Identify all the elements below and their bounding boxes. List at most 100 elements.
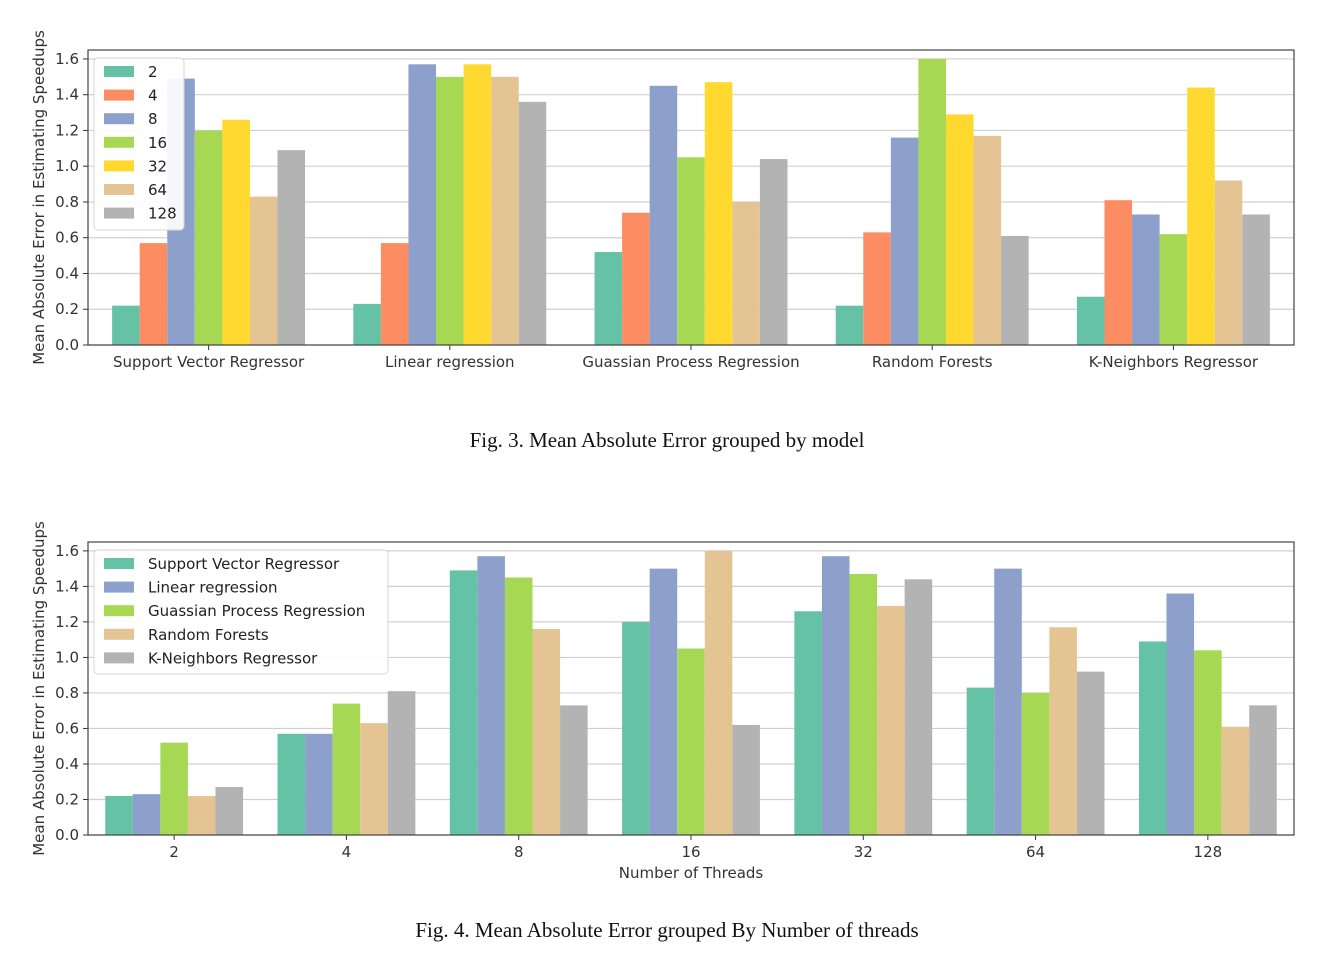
bar-support-vector-regressor-6	[1138, 641, 1167, 835]
x-axis-label: Number of Threads	[619, 864, 764, 882]
bar-128-4	[1242, 214, 1270, 345]
y-tick-label: 1.4	[55, 86, 79, 104]
legend-swatch	[104, 581, 134, 593]
x-tick-label: K-Neighbors Regressor	[1089, 353, 1259, 371]
bar-k-neighbors-regressor-4	[904, 579, 933, 835]
bar-support-vector-regressor-5	[966, 687, 995, 835]
bar-128-3	[1001, 235, 1029, 345]
y-tick-label: 0.0	[55, 336, 79, 354]
y-tick-label: 0.4	[55, 755, 79, 773]
legend-swatch	[104, 89, 134, 101]
legend-label: Random Forests	[148, 626, 269, 644]
bar-8-3	[890, 137, 919, 345]
bar-32-3	[945, 114, 974, 345]
bar-guassian-process-regression-4	[849, 573, 878, 835]
y-tick-label: 1.2	[55, 613, 79, 631]
y-tick-label: 1.2	[55, 121, 79, 139]
y-axis-label: Mean Absolute Error in Estimating Speedu…	[30, 521, 48, 856]
bar-128-2	[759, 159, 788, 345]
legend-label: 8	[148, 110, 158, 128]
bar-4-1	[380, 243, 409, 345]
legend-label: 128	[148, 205, 177, 223]
bar-64-1	[491, 76, 519, 346]
x-tick-label: Random Forests	[872, 353, 993, 371]
legend-swatch	[104, 628, 134, 640]
bar-linear-regression-3	[649, 568, 678, 835]
bar-2-2	[594, 252, 623, 345]
legend-label: Linear regression	[148, 579, 278, 597]
bar-linear-regression-0	[132, 794, 161, 835]
y-tick-label: 0.2	[55, 300, 79, 318]
bar-guassian-process-regression-5	[1021, 692, 1050, 835]
bar-k-neighbors-regressor-1	[387, 691, 416, 835]
bar-128-0	[277, 150, 306, 345]
legend-label: Guassian Process Regression	[148, 602, 365, 620]
bar-64-4	[1214, 180, 1243, 345]
bar-16-1	[436, 76, 464, 346]
bar-32-1	[463, 64, 492, 345]
bar-64-0	[249, 196, 278, 345]
legend-label: 2	[148, 63, 158, 81]
bar-support-vector-regressor-2	[449, 570, 478, 835]
y-tick-label: 0.6	[55, 229, 79, 247]
x-tick-label: 2	[169, 843, 179, 861]
legend-swatch	[104, 184, 134, 195]
legend-swatch	[104, 652, 134, 664]
bar-guassian-process-regression-1	[332, 703, 361, 835]
y-tick-label: 0.2	[55, 790, 79, 808]
legend-label: 32	[148, 157, 167, 175]
figure-caption-fig4: Fig. 4. Mean Absolute Error grouped By N…	[415, 918, 919, 942]
bar-linear-regression-4	[821, 556, 850, 835]
bar-random-forests-2	[532, 629, 561, 835]
bar-guassian-process-regression-6	[1194, 650, 1222, 835]
bar-random-forests-0	[187, 795, 216, 835]
bar-2-0	[112, 305, 140, 345]
bar-8-1	[408, 64, 437, 345]
bar-k-neighbors-regressor-3	[732, 724, 760, 835]
bar-random-forests-5	[1049, 627, 1077, 835]
bar-support-vector-regressor-1	[277, 733, 306, 835]
bar-random-forests-4	[877, 605, 905, 835]
y-axis-label: Mean Absolute Error in Estimating Speedu…	[30, 30, 48, 365]
y-tick-label: 1.6	[55, 542, 79, 560]
legend-swatch	[104, 160, 134, 172]
x-tick-label: Support Vector Regressor	[113, 353, 305, 371]
bar-linear-regression-1	[305, 733, 333, 835]
legend-swatch	[104, 558, 134, 569]
bar-support-vector-regressor-3	[622, 621, 650, 835]
bar-8-2	[649, 85, 678, 346]
bar-k-neighbors-regressor-2	[560, 705, 588, 835]
x-tick-label: 64	[1026, 843, 1045, 861]
legend-swatch	[104, 113, 134, 125]
bar-4-2	[622, 212, 650, 345]
y-tick-label: 1.4	[55, 577, 79, 595]
bar-16-2	[677, 157, 705, 345]
x-tick-label: 16	[681, 843, 700, 861]
legend-label: 64	[148, 181, 167, 199]
chart-mae-by-threads: 0.0 0.2 0.4 0.6 0.8 1.0 1.2 1.4 1.6 2 4 8 16 32 64 128 M…	[30, 521, 1295, 882]
bar-2-3	[835, 305, 864, 345]
y-tick-label: 0.4	[55, 264, 79, 282]
bar-guassian-process-regression-2	[504, 577, 533, 835]
bar-2-1	[353, 303, 381, 345]
x-tick-label: 128	[1194, 843, 1223, 861]
x-tick-label: Linear regression	[385, 353, 515, 371]
x-tick-label: 4	[342, 843, 352, 861]
bar-4-4	[1104, 200, 1133, 345]
bar-4-3	[863, 232, 891, 345]
bar-16-0	[194, 130, 223, 345]
legend-label: 4	[148, 87, 158, 105]
legend-swatch	[104, 207, 134, 219]
x-tick-label: Guassian Process Regression	[582, 353, 799, 371]
legend-swatch	[104, 136, 134, 148]
chart-mae-by-model: 0.0 0.2 0.4 0.6 0.8 1.0 1.2 1.4 1.6 Support Vecto…	[30, 30, 1295, 371]
bar-32-4	[1187, 87, 1215, 345]
y-tick-label: 1.6	[55, 50, 79, 68]
bar-k-neighbors-regressor-5	[1076, 671, 1105, 835]
bar-linear-regression-2	[477, 556, 505, 835]
bar-random-forests-1	[360, 723, 388, 835]
bar-linear-regression-6	[1166, 593, 1195, 835]
y-tick-label: 0.8	[55, 684, 79, 702]
legend-label: K-Neighbors Regressor	[148, 649, 318, 667]
bar-random-forests-3	[704, 550, 733, 835]
